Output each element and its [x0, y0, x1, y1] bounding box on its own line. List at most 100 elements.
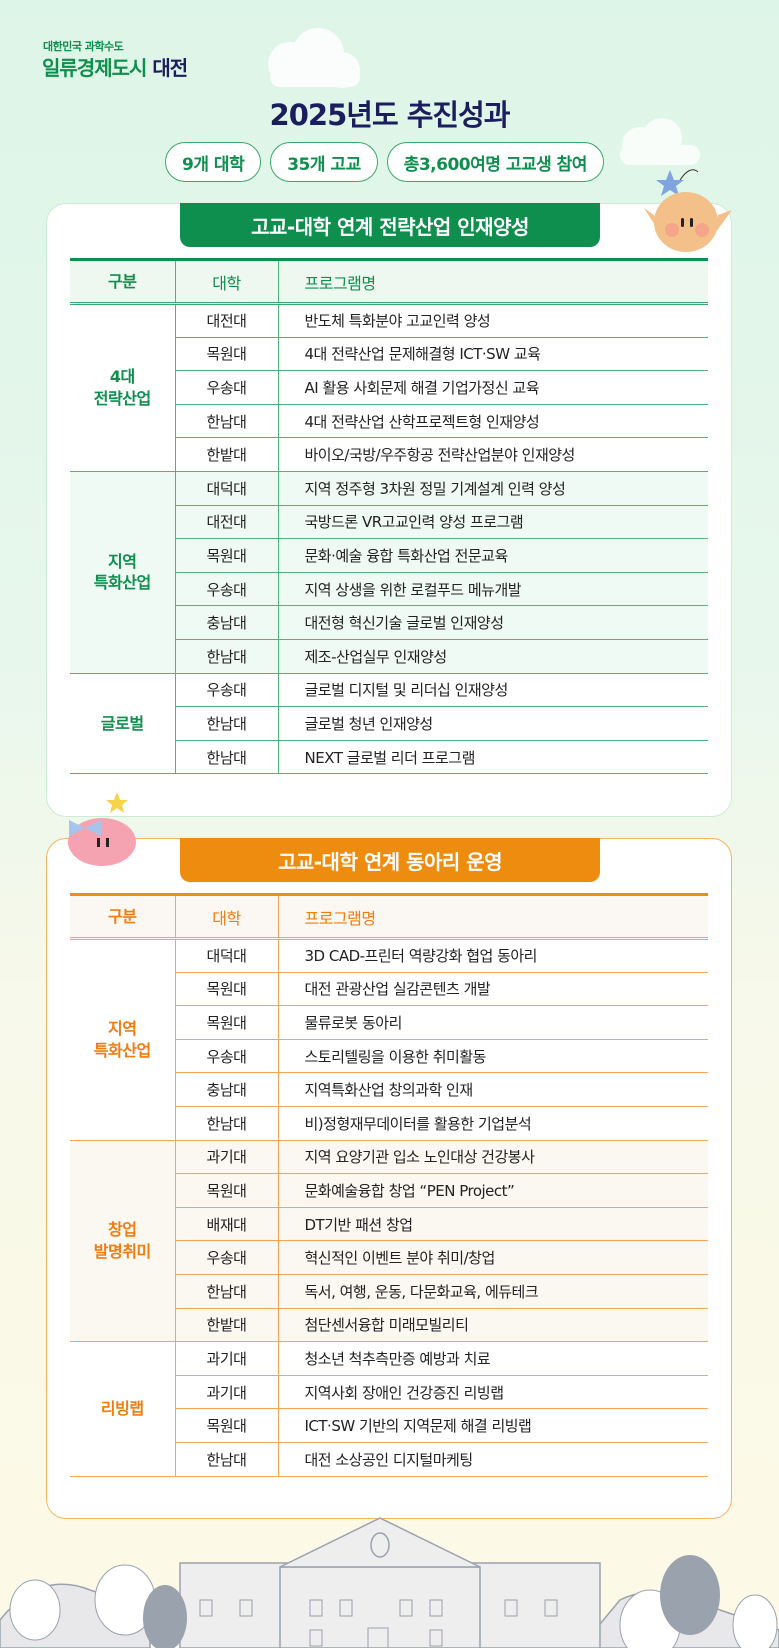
university-cell: 목원대: [175, 972, 279, 1007]
university-cell: 우송대: [175, 1039, 279, 1074]
cloud-icon: [268, 28, 360, 88]
table-header: 구분 대학 프로그램명: [70, 258, 708, 305]
program-cell: 지역 상생을 위한 로컬푸드 메뉴개발: [278, 572, 708, 607]
university-cell: 우송대: [175, 370, 279, 405]
university-cell: 과기대: [175, 1140, 279, 1175]
university-cell: 우송대: [175, 572, 279, 607]
university-cell: 배재대: [175, 1207, 279, 1242]
program-table-talent: 구분 대학 프로그램명 4대 전략산업 대전대 반도체 특화분야 고교인력 양성 목원대 4대 …: [70, 258, 708, 775]
program-cell: 대전 관광산업 실감콘텐츠 개발: [278, 972, 708, 1007]
program-cell: 비)정형재무데이터를 활용한 기업분석: [278, 1106, 708, 1141]
program-cell: NEXT 글로벌 리더 프로그램: [278, 740, 708, 775]
table-row: 목원대 4대 전략산업 문제해결형 ICT·SW 교육: [70, 337, 708, 372]
logo-city: 대전: [152, 56, 188, 80]
program-cell: 청소년 척추측만증 예방과 치료: [278, 1341, 708, 1376]
logo-tagline: 대한민국 과학수도: [43, 40, 124, 53]
table-row: 지역 특화산업 대덕대 지역 정주형 3차원 정밀 기계설계 인력 양성: [70, 471, 708, 674]
badge-universities: 9개 대학: [165, 142, 262, 182]
university-cell: 한남대: [175, 404, 279, 439]
badge-highschools: 35개 고교: [270, 142, 378, 182]
university-cell: 목원대: [175, 1173, 279, 1208]
program-cell: 독서, 여행, 운동, 다문화교육, 에듀테크: [278, 1274, 708, 1309]
program-cell: 첨단센서융합 미래모빌리티: [278, 1308, 708, 1343]
program-cell: DT기반 패션 창업: [278, 1207, 708, 1242]
program-cell: 문화예술융합 창업 “PEN Project”: [278, 1173, 708, 1208]
table-header: 구분 대학 프로그램명: [70, 893, 708, 940]
category-label: 지역: [108, 1019, 137, 1039]
program-cell: 스토리텔링을 이용한 취미활동: [278, 1039, 708, 1074]
section-title: 고교-대학 연계 전략산업 인재양성: [180, 203, 600, 247]
table-row: 목원대 ICT·SW 기반의 지역문제 해결 리빙랩: [70, 1408, 708, 1443]
table-row: 지역 특화산업 대덕대 3D CAD-프린터 역량강화 협업 동아리: [70, 938, 708, 1141]
logo: 일류경제도시 대전: [42, 52, 188, 81]
column-header: 대학: [175, 893, 279, 940]
university-cell: 한남대: [175, 639, 279, 674]
university-cell: 한남대: [175, 706, 279, 741]
university-cell: 목원대: [175, 1408, 279, 1443]
program-cell: 대전 소상공인 디지털마케팅: [278, 1442, 708, 1477]
university-cell: 우송대: [175, 673, 279, 708]
university-cell: 한밭대: [175, 437, 279, 472]
table-row: 한남대 4대 전략산업 산학프로젝트형 인재양성: [70, 404, 708, 439]
category-label: 지역: [108, 551, 137, 571]
table-row: 한밭대 첨단센서융합 미래모빌리티: [70, 1308, 708, 1343]
table-row: 목원대 물류로봇 동아리: [70, 1005, 708, 1040]
category-cell: 지역 특화산업: [70, 471, 176, 674]
program-cell: 지역특화산업 창의과학 인재: [278, 1072, 708, 1107]
program-cell: 대전형 혁신기술 글로벌 인재양성: [278, 605, 708, 640]
table-row: 우송대 스토리텔링을 이용한 취미활동: [70, 1039, 708, 1074]
table-row: 우송대 AI 활용 사회문제 해결 기업가정신 교육: [70, 370, 708, 405]
program-cell: 글로벌 청년 인재양성: [278, 706, 708, 741]
university-cell: 과기대: [175, 1375, 279, 1410]
table-row: 한남대 대전 소상공인 디지털마케팅: [70, 1442, 708, 1477]
table-row: 충남대 지역특화산업 창의과학 인재: [70, 1072, 708, 1107]
mascot-icon: [68, 792, 136, 866]
category-label: 리빙랩: [100, 1399, 144, 1419]
table-row: 4대 전략산업 대전대 반도체 특화분야 고교인력 양성: [70, 303, 708, 472]
university-cell: 대덕대: [175, 471, 279, 506]
table-row: 목원대 문화예술융합 창업 “PEN Project”: [70, 1173, 708, 1208]
university-cell: 대덕대: [175, 938, 279, 973]
university-cell: 충남대: [175, 605, 279, 640]
category-cell: 리빙랩: [70, 1341, 176, 1477]
program-cell: 반도체 특화분야 고교인력 양성: [278, 303, 708, 338]
university-cell: 충남대: [175, 1072, 279, 1107]
university-cell: 대전대: [175, 505, 279, 540]
badge-students: 총3,600여명 고교생 참여: [386, 142, 604, 182]
table-row: 한남대 비)정형재무데이터를 활용한 기업분석: [70, 1106, 708, 1141]
column-header: 구분: [70, 258, 176, 305]
program-cell: 글로벌 디지털 및 리더십 인재양성: [278, 673, 708, 708]
university-cell: 우송대: [175, 1240, 279, 1275]
table-row: 우송대 지역 상생을 위한 로컬푸드 메뉴개발: [70, 572, 708, 607]
category-label: 특화산업: [93, 1040, 151, 1060]
program-cell: 3D CAD-프린터 역량강화 협업 동아리: [278, 938, 708, 973]
mascot-icon: [644, 169, 732, 252]
category-label: 글로벌: [100, 713, 144, 733]
university-cell: 목원대: [175, 538, 279, 573]
program-cell: ICT·SW 기반의 지역문제 해결 리빙랩: [278, 1408, 708, 1443]
university-cell: 한밭대: [175, 1308, 279, 1343]
table-row: 리빙랩 과기대 청소년 척추측만증 예방과 치료: [70, 1341, 708, 1477]
university-cell: 한남대: [175, 1106, 279, 1141]
table-row: 우송대 혁신적인 이벤트 분야 취미/창업: [70, 1240, 708, 1275]
program-cell: 물류로봇 동아리: [278, 1005, 708, 1040]
category-cell: 창업 발명취미: [70, 1140, 176, 1343]
program-cell: 국방드론 VR고교인력 양성 프로그램: [278, 505, 708, 540]
category-label: 창업: [108, 1220, 137, 1240]
column-header: 프로그램명: [278, 258, 708, 305]
table-row: 충남대 대전형 혁신기술 글로벌 인재양성: [70, 605, 708, 640]
university-cell: 목원대: [175, 1005, 279, 1040]
table-row: 대전대 국방드론 VR고교인력 양성 프로그램: [70, 505, 708, 540]
program-cell: 4대 전략산업 산학프로젝트형 인재양성: [278, 404, 708, 439]
university-cell: 과기대: [175, 1341, 279, 1376]
summary-badges: 9개 대학 35개 고교 총3,600여명 고교생 참여: [0, 142, 779, 182]
page-title: 2025년도 추진성과: [269, 98, 511, 132]
university-cell: 한남대: [175, 1442, 279, 1477]
table-row: 배재대 DT기반 패션 창업: [70, 1207, 708, 1242]
table-row: 창업 발명취미 과기대 지역 요양기관 입소 노인대상 건강봉사: [70, 1140, 708, 1343]
cloud-icon: [620, 118, 700, 165]
table-row: 한남대 독서, 여행, 운동, 다문화교육, 에듀테크: [70, 1274, 708, 1309]
column-header: 구분: [70, 893, 176, 940]
category-label: 발명취미: [93, 1241, 151, 1261]
column-header: 대학: [175, 258, 279, 305]
